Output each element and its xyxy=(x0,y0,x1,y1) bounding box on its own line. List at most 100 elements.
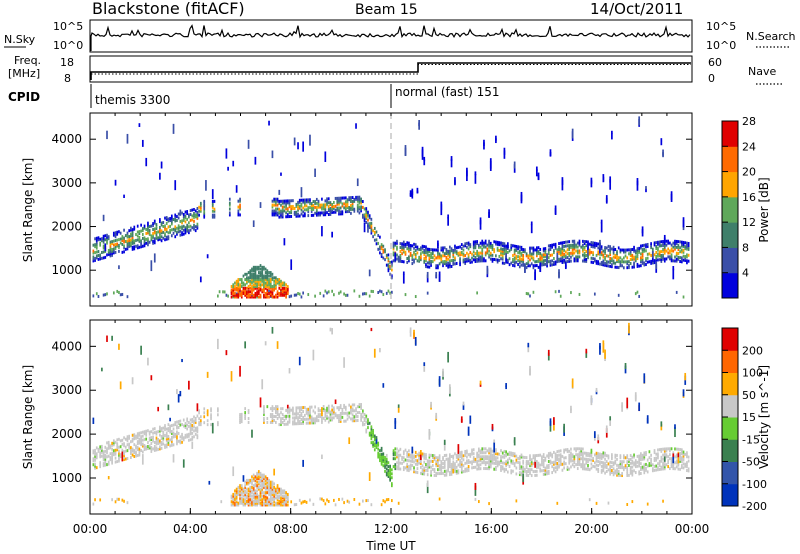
data-cell xyxy=(116,446,119,450)
data-cell xyxy=(309,134,311,146)
data-cell xyxy=(141,139,144,147)
data-cell xyxy=(510,471,513,475)
data-cell xyxy=(558,465,560,469)
data-cell xyxy=(530,221,533,226)
data-cell xyxy=(445,453,448,457)
data-cell xyxy=(530,246,533,250)
freq-right-tick-top: 60 xyxy=(708,56,722,69)
data-cell xyxy=(590,466,593,470)
data-cell xyxy=(669,251,671,255)
data-cell xyxy=(670,253,673,257)
data-cell xyxy=(106,239,108,243)
data-cell xyxy=(94,245,96,249)
data-cell xyxy=(329,418,332,422)
data-cell xyxy=(489,453,492,457)
data-cell xyxy=(624,362,627,369)
data-cell xyxy=(619,460,622,464)
data-cell xyxy=(477,453,480,457)
data-cell xyxy=(286,290,289,294)
colorbar-cell xyxy=(722,146,738,173)
data-cell xyxy=(102,454,105,458)
data-cell xyxy=(263,288,265,292)
data-cell xyxy=(123,499,125,503)
data-cell xyxy=(109,456,112,460)
data-cell xyxy=(268,484,270,488)
data-cell xyxy=(438,472,441,476)
data-cell xyxy=(239,494,241,498)
data-cell xyxy=(467,453,470,457)
data-cell xyxy=(466,459,468,463)
data-cell xyxy=(242,503,245,507)
data-cell xyxy=(389,464,391,468)
data-cell xyxy=(570,408,572,414)
data-cell xyxy=(283,422,286,426)
data-cell xyxy=(537,257,540,261)
data-cell xyxy=(261,501,264,505)
data-cell xyxy=(327,290,330,294)
data-cell xyxy=(585,461,588,465)
data-cell xyxy=(152,224,154,228)
data-cell xyxy=(136,442,139,446)
data-cell xyxy=(614,265,617,269)
data-cell xyxy=(379,289,381,293)
data-cell xyxy=(362,292,364,296)
data-cell xyxy=(234,281,236,285)
data-cell xyxy=(477,465,480,469)
data-cell xyxy=(663,449,666,453)
data-cell xyxy=(510,261,513,265)
data-cell xyxy=(211,201,214,205)
data-cell xyxy=(580,463,583,467)
data-cell xyxy=(257,482,260,486)
data-cell xyxy=(106,449,108,453)
data-cell xyxy=(547,252,550,256)
data-cell xyxy=(107,440,110,444)
data-cell xyxy=(522,465,525,469)
data-cell xyxy=(94,456,96,460)
data-cell xyxy=(152,222,154,226)
data-cell xyxy=(167,436,170,440)
data-cell xyxy=(235,499,238,503)
data-cell xyxy=(242,292,245,296)
data-cell xyxy=(448,255,451,259)
data-cell xyxy=(104,459,107,463)
data-cell xyxy=(454,262,456,266)
data-cell xyxy=(646,252,649,256)
data-cell xyxy=(602,465,605,469)
data-cell xyxy=(382,452,385,456)
data-cell xyxy=(580,465,583,469)
data-cell xyxy=(114,456,117,460)
data-cell xyxy=(152,239,154,243)
data-cell xyxy=(634,465,637,469)
data-cell xyxy=(629,254,632,258)
data-cell xyxy=(600,222,603,233)
data-cell xyxy=(419,450,422,455)
data-cell xyxy=(554,244,557,248)
data-cell xyxy=(101,444,103,448)
data-cell xyxy=(109,458,112,462)
data-cell xyxy=(491,245,494,249)
data-cell xyxy=(266,283,269,287)
data-cell xyxy=(495,242,497,246)
data-cell xyxy=(305,411,308,415)
data-cell xyxy=(310,208,313,212)
data-cell xyxy=(119,241,122,245)
data-cell xyxy=(135,450,137,454)
data-cell xyxy=(431,463,434,467)
data-cell xyxy=(112,449,115,453)
data-cell xyxy=(273,199,276,203)
data-cell xyxy=(256,489,258,493)
data-cell xyxy=(126,133,129,144)
data-cell xyxy=(672,467,675,471)
data-cell xyxy=(275,501,277,505)
data-cell xyxy=(242,281,245,285)
data-cell xyxy=(491,453,494,457)
data-cell xyxy=(457,469,460,473)
data-cell xyxy=(252,494,255,498)
data-cell xyxy=(503,248,506,252)
data-cell xyxy=(646,470,649,474)
data-cell xyxy=(534,469,536,473)
data-cell xyxy=(363,422,366,426)
data-cell xyxy=(271,480,274,484)
data-cell xyxy=(481,255,484,259)
data-cell xyxy=(367,498,369,502)
